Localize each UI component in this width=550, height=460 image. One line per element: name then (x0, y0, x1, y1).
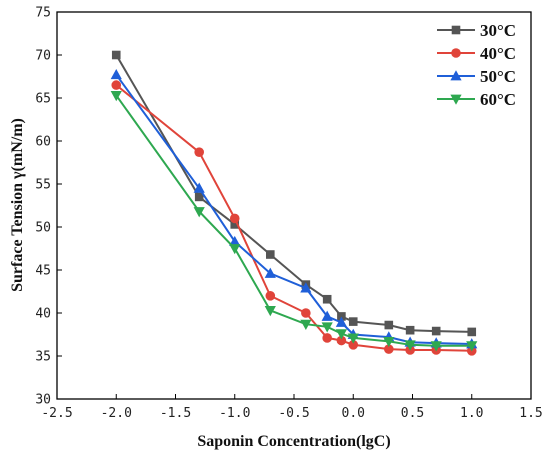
data-point (335, 329, 347, 340)
data-point (229, 235, 241, 247)
series-1 (111, 80, 477, 356)
x-tick-label: 0.5 (401, 406, 424, 421)
legend-item: 30°C (437, 21, 516, 40)
data-point (383, 336, 395, 348)
legend-label: 30°C (480, 21, 516, 40)
data-point (321, 322, 333, 333)
plot-frame (56, 11, 532, 400)
data-point (265, 291, 276, 301)
x-tick-label: -2.0 (101, 406, 132, 421)
x-axis-title: Saponin Concentration(lgC) (197, 433, 390, 450)
data-point (322, 333, 332, 343)
data-point (264, 306, 276, 317)
data-point (264, 267, 276, 278)
y-tick-label: 60 (35, 135, 51, 150)
x-tick-label: 0.0 (342, 406, 365, 421)
data-point (405, 325, 415, 335)
data-point (229, 213, 240, 224)
x-tick-label: -1.0 (219, 406, 250, 421)
series-layer (110, 50, 478, 356)
x-tick-label: -2.5 (41, 406, 72, 421)
data-point (466, 341, 478, 352)
data-point (111, 50, 121, 60)
y-axis: 30 35 40 45 50 55 60 65 70 75 (35, 6, 62, 408)
y-tick-label: 55 (35, 178, 51, 193)
legend-marker (451, 48, 461, 58)
legend-item: 60°C (437, 90, 516, 109)
series-0 (111, 50, 477, 337)
y-tick-label: 50 (35, 221, 51, 236)
legend-marker (451, 25, 461, 35)
data-point (467, 327, 477, 337)
data-point (110, 68, 122, 80)
legend-marker (450, 70, 462, 81)
data-point (266, 250, 275, 259)
legend-label: 50°C (480, 67, 516, 86)
series-line (115, 74, 472, 345)
x-tick-label: 1.0 (460, 406, 483, 421)
series-line (115, 94, 472, 347)
x-tick-label: -0.5 (278, 406, 309, 421)
y-tick-label: 75 (35, 6, 51, 21)
legend-item: 50°C (437, 67, 516, 86)
data-point (229, 244, 241, 255)
series-line (115, 84, 472, 352)
data-point (111, 80, 122, 90)
data-point (194, 192, 204, 202)
data-point (384, 344, 394, 354)
legend: 30°C 40°C 50°C 60°C (437, 21, 516, 109)
y-tick-label: 40 (35, 307, 51, 322)
x-tick-label: 1.5 (519, 406, 542, 421)
legend-label: 60°C (480, 90, 516, 109)
data-point (348, 317, 358, 326)
data-point (335, 316, 347, 327)
y-tick-label: 35 (35, 350, 51, 365)
data-point (193, 207, 205, 218)
data-point (230, 220, 240, 229)
data-point (300, 319, 312, 330)
data-point (194, 147, 204, 157)
data-point (193, 182, 205, 193)
data-point (321, 310, 333, 321)
x-tick-label: -1.5 (160, 406, 191, 421)
x-axis: -2.5 -2.0 -1.5 -1.0 -0.5 0.0 0.5 1.0 1.5 (41, 394, 543, 421)
data-point (300, 282, 312, 293)
series-line (115, 54, 472, 333)
data-point (404, 340, 416, 351)
y-tick-label: 70 (35, 49, 51, 64)
legend-item: 40°C (437, 44, 516, 63)
y-tick-label: 30 (35, 393, 51, 408)
data-point (348, 340, 359, 350)
data-point (301, 308, 311, 318)
data-point (384, 320, 394, 330)
data-point (336, 335, 347, 346)
data-point (347, 333, 359, 344)
y-tick-label: 45 (35, 264, 51, 279)
y-tick-label: 65 (35, 92, 51, 107)
legend-label: 40°C (480, 44, 516, 63)
y-axis-title: Surface Tension γ(mN/m) (9, 118, 26, 292)
data-point (110, 91, 122, 102)
data-point (322, 294, 332, 304)
data-point (430, 341, 442, 352)
series-3 (110, 91, 478, 352)
data-point (337, 312, 346, 321)
data-point (431, 326, 441, 336)
legend-marker (450, 94, 462, 105)
